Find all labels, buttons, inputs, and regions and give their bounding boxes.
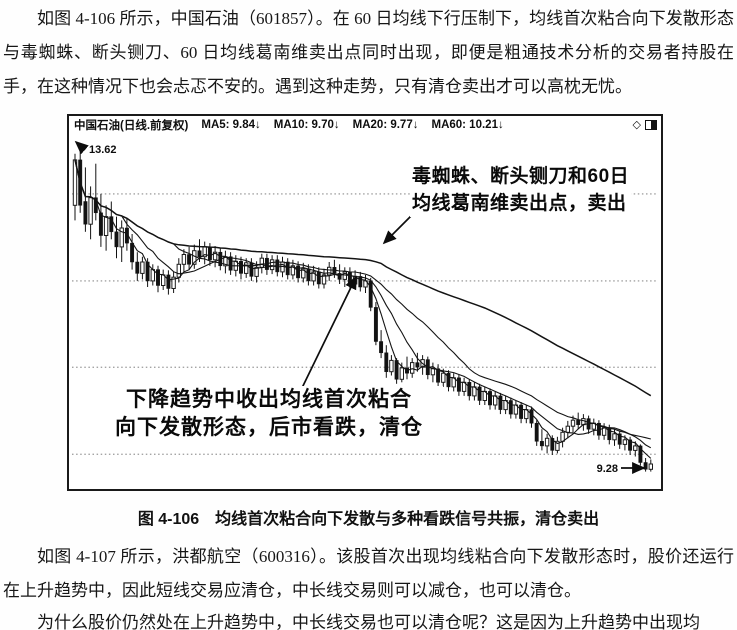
ma10-label: MA10: 9.70↓: [273, 119, 340, 131]
low-price-label: 9.28: [597, 463, 618, 475]
sell-note-line1: 毒蜘蛛、断头铡刀和60日: [412, 166, 630, 187]
stock-chart-figure: 13.62 9.28 中国石油(日线.前复权) MA5: 9.84↓ MA10: …: [0, 114, 737, 534]
ma5-label: MA5: 9.84↓: [201, 119, 261, 131]
trend-note-arrow: [300, 275, 357, 391]
trend-note-line1: 下降趋势中收出均线首次粘合: [126, 388, 412, 411]
diamond-icon: ◇: [632, 118, 641, 131]
ma60-line: [74, 159, 652, 397]
paragraph-3: 为什么股价仍然处在上升趋势中，中长线交易也可以清仓呢？这是因为上升趋势中出现均: [37, 613, 700, 630]
chart-header: 中国石油(日线.前复权) MA5: 9.84↓ MA10: 9.70↓ MA20…: [74, 117, 657, 133]
sell-note-line2: 均线葛南维卖出点，卖出: [412, 193, 627, 214]
ma20-label: MA20: 9.77↓: [352, 119, 419, 131]
split-window-icon: [645, 120, 657, 130]
trend-annotation: 下降趋势中收出均线首次粘合 向下发散形态，后市看跌，清仓: [95, 386, 443, 442]
ma10-line: [74, 159, 652, 449]
ma5-line: [74, 159, 652, 459]
high-label-arrow: [74, 140, 89, 155]
paragraph-2: 如图 4-107 所示，洪都航空（600316）。该股首次出现均线粘合向下发散形…: [3, 547, 734, 600]
chart-title: 中国石油(日线.前复权): [74, 120, 189, 132]
figure-caption: 图 4-106 均线首次粘合向下发散与多种看跌信号共振，清仓卖出: [137, 511, 600, 528]
high-price-label: 13.62: [89, 144, 117, 156]
chart-header-icons: ◇: [632, 118, 657, 131]
trend-note-line2: 向下发散形态，后市看跌，清仓: [115, 416, 423, 439]
sell-note-arrow: [382, 215, 412, 245]
chart-frame: 13.62 9.28 中国石油(日线.前复权) MA5: 9.84↓ MA10: …: [67, 114, 663, 491]
paragraph-1: 如图 4-106 所示，中国石油（601857）。在 60 日均线下行压制下，均…: [3, 9, 734, 96]
candlestick-chart: 13.62 9.28: [72, 140, 658, 475]
sell-signal-annotation: 毒蜘蛛、断头铡刀和60日 均线葛南维卖出点，卖出: [410, 163, 632, 217]
ma60-label: MA60: 10.21↓: [431, 119, 504, 131]
